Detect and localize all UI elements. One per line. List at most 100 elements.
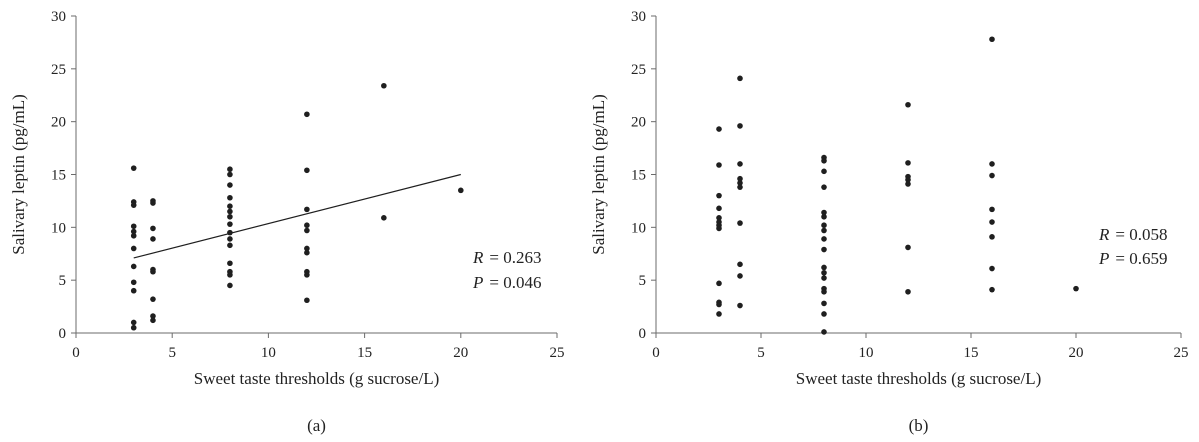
data-point [716,280,722,287]
data-point [130,245,137,252]
data-point [304,111,310,118]
data-point [130,279,137,286]
data-point [821,213,827,220]
data-point [150,200,156,206]
data-point [989,161,995,167]
y-axis-title: Salivary leptin (pg/mL) [589,94,608,255]
data-point [227,221,233,227]
data-point [716,225,722,232]
y-tick-label: 20 [51,115,66,131]
data-point [905,101,911,108]
data-point [989,172,995,179]
data-point [227,236,233,242]
data-point [989,36,995,43]
data-point [130,319,137,326]
data-point [130,228,137,235]
x-axis-title: Sweet taste thresholds (g sucrose/L) [194,369,440,388]
data-point [737,75,743,82]
x-tick-label: 5 [757,345,765,361]
data-point [737,180,743,186]
data-point [821,264,827,271]
x-tick-label: 20 [453,345,468,361]
data-point [821,184,827,190]
y-axis-title: Salivary leptin (pg/mL) [9,94,28,255]
r-value: = 0.263 [489,248,541,267]
x-tick-label: 15 [964,345,979,361]
data-point [381,215,387,221]
data-point [989,206,995,213]
x-tick-label: 25 [1174,345,1189,361]
trend-line [133,173,461,259]
data-point [458,187,464,194]
data-point [1073,285,1079,292]
data-point [304,206,310,213]
data-point [716,311,722,317]
data-point [130,165,137,171]
data-point [227,213,233,220]
x-tick-label: 20 [1069,345,1084,361]
x-tick-label: 0 [652,345,660,361]
panel-a: 0 5 10 15 20 25 30 0 5 10 15 20 25 Sweet taste thresh… [9,9,565,435]
r-symbol: R [1098,225,1110,244]
data-point [150,313,156,319]
y-tick-label: 15 [631,168,646,184]
data-point [304,297,310,304]
data-point [130,202,137,208]
data-point [737,261,743,268]
r-value: = 0.058 [1115,225,1167,244]
data-point [989,219,995,225]
data-point [304,227,310,234]
data-point [737,184,743,190]
panel-label: (a) [307,416,326,435]
data-point [716,126,722,132]
data-point [150,225,156,232]
data-point [227,260,233,267]
data-point [821,246,827,253]
data-point [130,232,137,239]
data-point [821,269,827,276]
data-point [989,234,995,240]
data-point [304,249,310,256]
data-point [737,220,743,226]
p-annotation: P = 0.046 [472,273,541,292]
panel-b: 0 5 10 15 20 25 30 0 5 10 15 20 25 Sweet taste thresh… [589,9,1189,435]
data-point [716,205,722,212]
data-point [821,209,827,216]
x-tick-label: 5 [168,345,176,361]
data-point [716,162,722,168]
data-point [905,288,911,295]
data-point [150,296,156,302]
data-point [130,223,137,230]
data-point [737,161,743,167]
data-point [227,208,233,215]
p-value: = 0.659 [1115,249,1167,268]
data-point [821,329,827,335]
y-tick-label: 0 [59,326,67,342]
data-point [737,123,743,129]
data-point [381,82,387,89]
data-point [737,302,743,309]
data-point [821,236,827,242]
data-point [227,194,233,201]
data-point [716,301,722,308]
data-point [227,272,233,278]
data-point [227,182,233,188]
data-point [227,166,233,173]
data-point [304,272,310,278]
data-point [821,227,827,234]
data-point [130,324,137,331]
data-point [227,203,233,209]
data-point [130,287,137,294]
data-point [150,268,156,275]
data-point [905,181,911,187]
p-symbol: P [1098,249,1109,268]
r-annotation: R = 0.058 [1098,225,1167,244]
y-tick-label: 25 [631,62,646,78]
y-tick-label: 25 [51,62,66,78]
data-point [737,175,743,182]
y-tick-label: 30 [51,9,66,25]
data-point [821,157,827,164]
data-point [130,263,137,270]
data-point [304,167,310,174]
